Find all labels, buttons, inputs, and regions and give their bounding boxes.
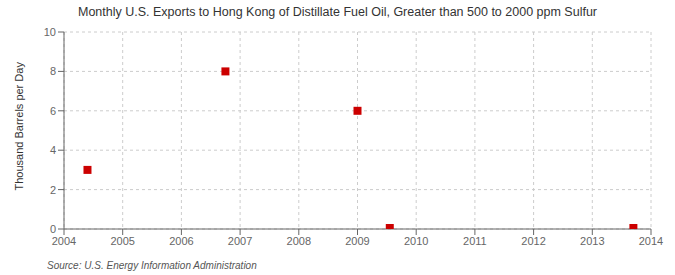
svg-text:2008: 2008 (287, 235, 311, 247)
svg-text:2006: 2006 (169, 235, 193, 247)
svg-text:0: 0 (50, 223, 56, 235)
svg-text:4: 4 (50, 144, 56, 156)
html-text:Source: U.S. Energy Informatio: Source: U.S. Energy Information Administ… (47, 260, 257, 271)
svg-text:2011: 2011 (463, 235, 487, 247)
svg-text:2: 2 (50, 184, 56, 196)
svg-text:2009: 2009 (345, 235, 369, 247)
svg-text:8: 8 (50, 65, 56, 77)
svg-text:2004: 2004 (52, 235, 76, 247)
html-text:Monthly U.S. Exports to Hong K: Monthly U.S. Exports to Hong Kong of Dis… (78, 5, 597, 19)
svg-text:2007: 2007 (228, 235, 252, 247)
svg-text:2013: 2013 (580, 235, 604, 247)
svg-text:2005: 2005 (110, 235, 134, 247)
svg-text:2010: 2010 (404, 235, 428, 247)
svg-text:6: 6 (50, 105, 56, 117)
svg-text:Thousand Barrels per Day: Thousand Barrels per Day (13, 62, 25, 191)
svg-text:10: 10 (44, 26, 56, 38)
svg-text:2014: 2014 (639, 235, 663, 247)
svg-text:2012: 2012 (521, 235, 545, 247)
